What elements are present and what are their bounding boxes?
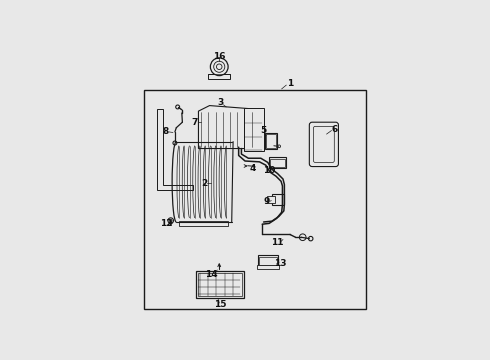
Text: 4: 4	[249, 164, 256, 173]
Text: 12: 12	[160, 219, 173, 228]
Bar	[259, 257, 277, 265]
Text: 3: 3	[218, 98, 224, 107]
Bar	[266, 134, 276, 148]
Text: 11: 11	[271, 238, 284, 247]
Text: 9: 9	[263, 197, 270, 206]
Polygon shape	[157, 109, 193, 190]
Text: 1: 1	[287, 79, 293, 88]
Bar	[196, 270, 244, 298]
Circle shape	[309, 237, 313, 241]
Bar	[208, 74, 230, 79]
Bar	[244, 108, 264, 151]
Text: 15: 15	[215, 300, 227, 309]
Text: 16: 16	[213, 52, 225, 61]
Polygon shape	[170, 222, 172, 225]
Circle shape	[299, 234, 306, 240]
Circle shape	[173, 141, 177, 145]
Circle shape	[170, 219, 172, 222]
Circle shape	[168, 218, 173, 223]
Bar	[270, 159, 285, 167]
FancyBboxPatch shape	[314, 126, 334, 162]
Bar	[272, 194, 284, 204]
Circle shape	[278, 145, 280, 148]
Circle shape	[217, 64, 222, 69]
Bar	[198, 273, 242, 296]
Text: 14: 14	[205, 270, 217, 279]
Circle shape	[176, 105, 180, 109]
FancyBboxPatch shape	[309, 122, 339, 167]
Bar	[257, 265, 279, 269]
Bar	[258, 255, 278, 266]
Text: 6: 6	[331, 125, 338, 134]
Bar	[179, 221, 227, 226]
Text: 7: 7	[191, 118, 197, 127]
Text: 10: 10	[263, 166, 275, 175]
Polygon shape	[198, 105, 264, 149]
Bar	[145, 90, 366, 309]
Text: 13: 13	[274, 259, 287, 268]
Bar	[265, 133, 277, 149]
Text: 5: 5	[261, 126, 267, 135]
Circle shape	[210, 58, 228, 76]
Text: 2: 2	[201, 179, 207, 188]
Text: 8: 8	[162, 127, 169, 136]
Bar	[269, 157, 286, 168]
Circle shape	[300, 235, 303, 239]
Circle shape	[214, 61, 225, 72]
Bar	[267, 195, 275, 203]
